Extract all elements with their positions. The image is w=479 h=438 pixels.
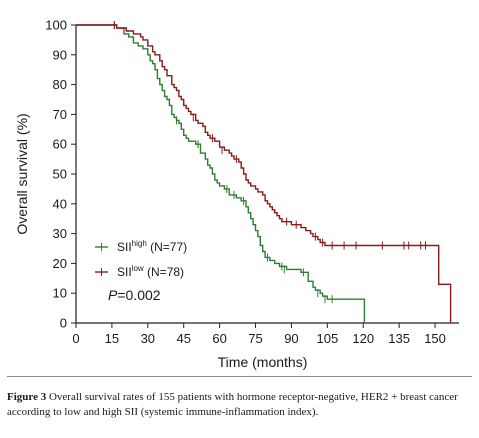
survival-curve-low [76,24,452,323]
x-tick-label: 45 [176,331,190,346]
x-tick-label: 30 [141,331,155,346]
y-tick-label: 80 [53,77,67,92]
x-tick-label: 75 [248,331,262,346]
series-high [76,21,366,323]
legend-item-low: SIIlow (N=78) [95,264,184,279]
series-layer [76,21,452,323]
caption-label: Figure 3 [7,391,47,403]
y-tick-label: 10 [53,286,67,301]
caption-text: Overall survival rates of 155 patients w… [7,391,458,418]
x-tick-label: 105 [316,331,338,346]
y-tick-label: 30 [53,226,67,241]
x-tick-label: 150 [424,331,446,346]
axes [71,24,459,328]
legend-label: SIIlow (N=78) [117,264,184,279]
tick-labels: 0 10 20 30 40 50 60 70 80 90 100 0 15 30 45 60 75 90 105 12… [45,18,446,347]
y-tick-label: 20 [53,256,67,271]
y-tick-label: 60 [53,137,67,152]
x-tick-label: 135 [388,331,410,346]
x-tick-label: 15 [105,331,119,346]
y-tick-label: 70 [53,107,67,122]
caption-divider [7,376,472,377]
x-tick-label: 120 [352,331,374,346]
x-axis-title: Time (months) [218,354,308,370]
legend-item-high: SIIhigh (N=77) [95,239,187,254]
x-tick-label: 0 [72,331,79,346]
p-value-annotation: P=0.002 [108,287,161,303]
y-tick-label: 100 [45,18,67,33]
survival-chart: 0 10 20 30 40 50 60 70 80 90 100 0 15 30 45 60 75 90 105 12… [14,18,459,370]
legend-label: SIIhigh (N=77) [117,239,187,254]
y-axis-title: Overall survival (%) [14,113,30,234]
survival-curve-high [76,24,366,323]
y-tick-label: 0 [60,316,67,331]
legend: SIIhigh (N=77) SIIlow (N=78) [95,239,187,279]
y-tick-label: 40 [53,196,67,211]
x-tick-label: 60 [212,331,226,346]
y-tick-label: 50 [53,167,67,182]
y-tick-label: 90 [53,47,67,62]
figure-caption: Figure 3 Overall survival rates of 155 p… [7,390,475,420]
series-low [76,21,452,323]
x-tick-label: 90 [284,331,298,346]
